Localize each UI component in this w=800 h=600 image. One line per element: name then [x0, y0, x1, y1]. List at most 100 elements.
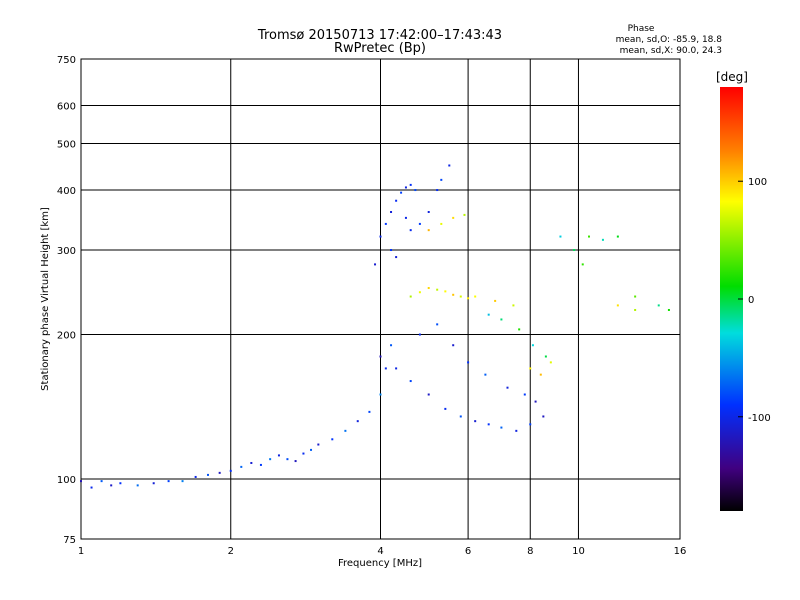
data-point: [452, 293, 455, 296]
data-point: [90, 486, 93, 489]
data-point: [390, 211, 393, 214]
y-axis-label: Stationary phase Virtual Height [km]: [40, 207, 51, 391]
data-point: [414, 189, 417, 192]
colorbar: [720, 87, 743, 511]
colorbar-tick-label: -100: [748, 413, 771, 424]
data-point: [356, 420, 359, 423]
x-tick-label: 1: [78, 546, 84, 557]
data-point: [506, 386, 509, 389]
data-point: [581, 263, 584, 266]
data-point: [194, 475, 197, 478]
data-point: [559, 235, 562, 238]
data-point: [436, 288, 439, 291]
data-point: [542, 415, 545, 418]
data-point: [368, 410, 371, 413]
data-point: [302, 452, 305, 455]
data-point: [500, 318, 503, 321]
tick-labels: 1 2 4 6 8 10 16 75 100 200 300 400 500 600 750: [57, 55, 686, 557]
data-point: [544, 355, 547, 358]
colorbar-tick-label: 0: [748, 295, 754, 306]
data-point: [452, 216, 455, 219]
data-point: [427, 287, 430, 290]
data-point: [344, 429, 347, 432]
data-point: [404, 216, 407, 219]
data-point: [531, 344, 534, 347]
data-point: [484, 373, 487, 376]
data-point: [119, 482, 122, 485]
colorbar-ticks: 100 0 -100: [738, 177, 771, 424]
data-point: [529, 367, 532, 370]
data-point: [395, 256, 398, 259]
x-axis-label: Frequency [MHz]: [338, 558, 422, 569]
data-point: [379, 355, 382, 358]
data-point: [294, 460, 297, 463]
data-point: [573, 249, 576, 252]
data-point: [487, 423, 490, 426]
data-point: [487, 313, 490, 316]
y-tick-label: 750: [57, 55, 76, 66]
data-point: [667, 308, 670, 311]
data-point: [418, 333, 421, 336]
y-tick-label: 400: [57, 186, 76, 197]
data-point: [240, 465, 243, 468]
colorbar-label: [deg]: [716, 70, 748, 84]
y-tick-label: 300: [57, 246, 76, 257]
data-point: [384, 222, 387, 225]
data-point: [80, 480, 82, 483]
data-point: [229, 469, 232, 472]
data-point: [259, 463, 262, 466]
data-point: [634, 308, 637, 311]
data-point: [440, 222, 443, 225]
data-point: [390, 249, 393, 252]
data-point: [395, 367, 398, 370]
data-point: [515, 429, 518, 432]
data-point: [390, 344, 393, 347]
data-point: [374, 263, 377, 266]
y-tick-label: 600: [57, 102, 76, 113]
data-point: [459, 295, 462, 298]
data-point: [463, 213, 466, 216]
data-point: [616, 304, 619, 307]
data-point: [206, 473, 209, 476]
data-point: [181, 480, 184, 483]
data-point: [277, 454, 280, 457]
data-point: [100, 480, 103, 483]
data-point: [459, 415, 462, 418]
data-point: [616, 235, 619, 238]
data-point: [409, 295, 412, 298]
data-point: [409, 229, 412, 232]
data-point: [467, 297, 470, 300]
stats-line-o: mean, sd,O: -85.9, 18.8: [616, 35, 723, 45]
x-tick-label: 6: [465, 546, 471, 557]
data-point: [467, 361, 470, 364]
data-point: [427, 211, 430, 214]
colorbar-tick-label: 100: [748, 177, 767, 188]
x-tick-label: 16: [674, 546, 687, 557]
plot-area: 1 2 4 6 8 10 16 75 100 200 300 400 500 600 750: [57, 55, 686, 557]
data-point: [379, 393, 382, 396]
data-point: [512, 304, 515, 307]
data-point: [331, 438, 334, 441]
data-point: [317, 443, 320, 446]
data-point: [436, 323, 439, 326]
data-point: [218, 471, 221, 474]
data-point: [518, 328, 521, 331]
data-point: [167, 480, 170, 483]
y-tick-label: 75: [63, 535, 76, 546]
data-point: [427, 229, 430, 232]
data-point: [418, 291, 421, 294]
data-point: [436, 189, 439, 192]
data-point: [657, 304, 660, 307]
x-tick-label: 4: [377, 546, 383, 557]
data-point: [474, 420, 477, 423]
data-point: [587, 235, 590, 238]
data-point: [400, 191, 403, 194]
data-point: [379, 235, 382, 238]
x-tick-label: 10: [572, 546, 585, 557]
data-point: [395, 199, 398, 202]
data-point: [444, 290, 447, 293]
data-point: [539, 373, 542, 376]
grid-lines: [81, 59, 680, 539]
data-point: [500, 426, 503, 429]
